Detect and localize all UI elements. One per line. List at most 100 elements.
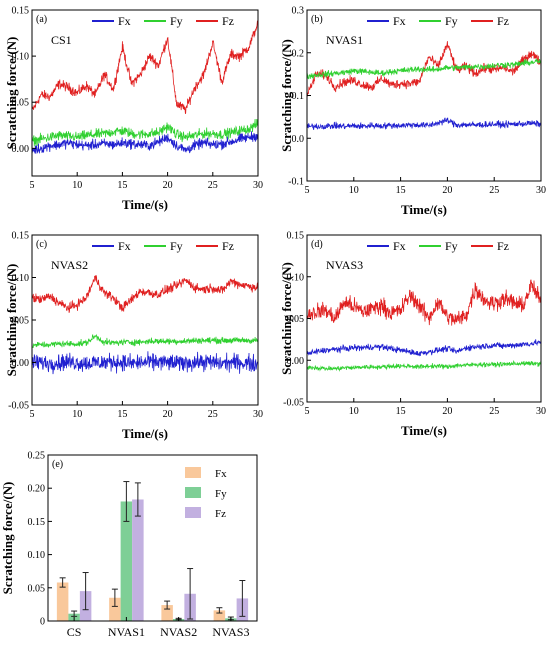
chart-panel-c: 5 10 15 20 25 30 -0.05 0.00 0.05 0.10 0.15 Time/(s)… [4,231,263,442]
legend-swatch-fy [185,487,201,498]
y-tick-label: 0.20 [28,484,46,495]
y-axis-label: Scratching force/(N) [279,39,294,152]
y-axis-label: Scratching force/(N) [4,37,19,150]
legend-label-fx: Fx [118,14,131,28]
x-axis-label: Time/(s) [401,202,447,217]
legend-label-fz: Fz [497,239,509,253]
category-label: NVAS1 [108,625,145,639]
legend-label-fy: Fy [445,14,458,28]
y-tick-label: 0.05 [12,98,30,109]
y-tick-label: 0.10 [12,273,30,284]
y-tick-label: 0.00 [12,358,30,369]
panel-letter: (e) [52,459,63,470]
y-tick-label: 0.2 [292,48,305,59]
panel-letter: (d) [311,239,323,250]
x-axis-label: Time/(s) [401,423,447,438]
y-axis-label: Scratching force/(N) [279,262,294,375]
x-tick-label: 5 [305,185,310,196]
bar-fx-nvas2 [161,605,173,621]
x-tick-label: 30 [536,406,546,417]
x-tick-label: 15 [396,406,406,417]
x-tick-label: 15 [396,185,406,196]
panel-letter: (b) [311,14,323,25]
series-line-fx [32,131,258,154]
y-tick-label: 0.10 [12,52,30,63]
legend-label-fz: Fz [215,508,226,520]
panel-letter: (c) [36,239,47,250]
chart-panel-b: 5 10 15 20 25 30 -0.1 0.0 0.1 0.2 0.3 Time/(s) Scrat… [279,6,546,218]
legend-label-fz: Fz [222,239,234,253]
x-tick-label: 10 [349,406,359,417]
y-tick-label: 0.15 [287,231,305,242]
y-tick-label: 0.1 [292,91,305,102]
bar-fz-nvas1 [132,499,144,621]
x-tick-label: 10 [72,409,82,420]
y-tick-label: 0.15 [12,231,30,242]
y-axis-label: Scratching force/(N) [0,482,15,595]
y-tick-label: 0 [40,617,45,628]
y-tick-label: 0.15 [12,6,30,17]
chart-panel-e: CS NVAS1 NVAS2 NVAS3 0 0.05 0.10 0.15 0.20 0.25 Sc… [0,451,258,639]
bar-fx-cs [56,582,69,621]
x-axis-label: Time/(s) [122,197,168,212]
y-tick-label: 0.10 [28,550,46,561]
x-tick-label: 15 [117,180,127,191]
chart-panel-a: 5 10 15 20 25 30 0.00 0.05 0.10 0.15 Time/(s) Scrat… [4,6,263,213]
y-tick-label: 0.3 [292,6,305,17]
series-line-fz [32,275,258,313]
chart-panel-d: 5 10 15 20 25 30 -0.05 0.00 0.05 0.10 0.15 Time/(s)… [279,231,546,439]
category-label: NVAS2 [160,625,197,639]
y-tick-label: 0.25 [28,451,46,462]
y-tick-label: 0.00 [12,144,30,155]
y-tick-label: 0.00 [287,356,305,367]
series-line-fz [307,279,541,326]
x-tick-label: 30 [253,409,263,420]
legend-label-fx: Fx [215,468,227,480]
x-tick-label: 10 [72,180,82,191]
y-tick-label: -0.05 [283,398,304,409]
series-line-fz [307,41,541,97]
legend-label-fz: Fz [222,14,234,28]
series-group [32,275,258,375]
x-tick-label: 25 [489,406,499,417]
series-line-fx [307,117,541,130]
y-axis-label: Scratching force/(N) [4,264,19,377]
legend-label-fy: Fy [445,239,458,253]
category-label: CS [67,625,82,639]
series-line-fy [307,359,541,372]
legend-label-fy: Fy [215,488,227,500]
legend-label-fy: Fy [170,14,183,28]
series-line-fx [32,351,258,375]
legend-label-fy: Fy [170,239,183,253]
bar-fx-nvas1 [109,597,121,621]
series-line-fy [32,118,258,147]
y-tick-label: 0.10 [287,272,305,283]
category-label: NVAS3 [212,625,249,639]
x-tick-label: 20 [442,406,452,417]
y-tick-label: 0.05 [287,314,305,325]
series-line-fx [307,339,541,357]
legend-swatch-fz [185,507,201,518]
legend-label-fz: Fz [497,14,509,28]
legend-label-fx: Fx [393,239,406,253]
x-tick-label: 30 [253,180,263,191]
x-tick-label: 5 [30,180,35,191]
sample-label: NVAS1 [326,33,363,47]
y-tick-label: 0.05 [28,583,46,594]
series-group [32,20,258,154]
x-tick-label: 20 [163,409,173,420]
x-tick-label: 30 [536,185,546,196]
panel-letter: (a) [36,14,47,25]
y-tick-label: 0.05 [12,316,30,327]
bar-fx-nvas3 [213,610,226,621]
y-tick-label: -0.1 [288,177,304,188]
x-tick-label: 25 [208,180,218,191]
x-tick-label: 5 [305,406,310,417]
x-tick-label: 25 [208,409,218,420]
x-axis-label: Time/(s) [122,426,168,441]
x-tick-label: 15 [117,409,127,420]
y-tick-label: 0.15 [28,517,46,528]
legend-label-fx: Fx [118,239,131,253]
bar-fy-nvas1 [120,501,133,621]
series-line-fz [32,20,258,115]
